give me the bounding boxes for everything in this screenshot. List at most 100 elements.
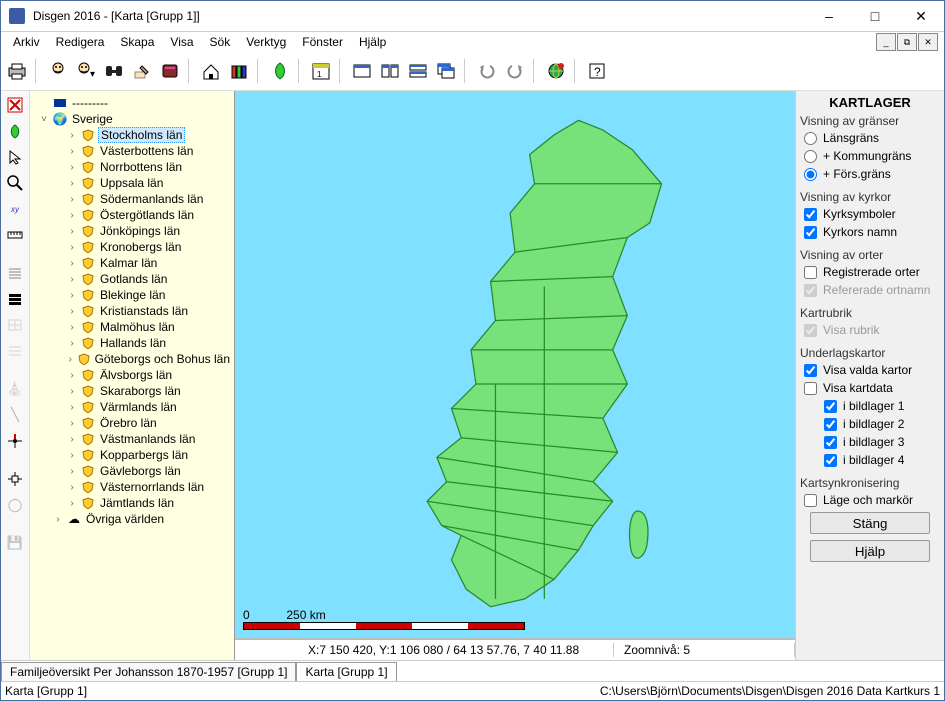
tree-county[interactable]: ›Skaraborgs län [66,383,232,399]
radio-kommungrans[interactable]: + Kommungräns [800,148,940,164]
person-add-icon[interactable]: ▾ [74,59,98,83]
rows-dark-icon[interactable] [5,289,25,309]
menu-verktyg[interactable]: Verktyg [240,33,292,51]
radio-forsgrans[interactable]: + Förs.gräns [800,166,940,182]
expand-icon[interactable]: › [66,178,78,189]
expand-icon[interactable]: › [66,306,78,317]
expand-icon[interactable]: › [66,434,78,445]
binoculars-icon[interactable] [102,59,126,83]
compass-icon[interactable] [5,431,25,451]
close-button[interactable]: ✕ [898,1,944,31]
expand-icon[interactable]: › [66,290,78,301]
tree-county[interactable]: ›Östergötlands län [66,207,232,223]
tree-sverige[interactable]: ˅ 🌍 Sverige [38,111,232,127]
expand-icon[interactable]: › [66,370,78,381]
tree-county[interactable]: ›Malmöhus län [66,319,232,335]
window-vsplit-icon[interactable] [378,59,402,83]
book-icon[interactable] [158,59,182,83]
tree-county[interactable]: ›Västerbottens län [66,143,232,159]
books-icon[interactable] [227,59,251,83]
tree-county[interactable]: ›Jämtlands län [66,495,232,511]
expand-icon[interactable]: › [66,194,78,205]
window-single-icon[interactable] [350,59,374,83]
maximize-button[interactable]: □ [852,1,898,31]
tree-county[interactable]: ›Kopparbergs län [66,447,232,463]
tree-ovriga[interactable]: › ☁ Övriga världen [38,511,232,527]
expand-icon[interactable]: › [66,354,75,365]
hjalp-button[interactable]: Hjälp [810,540,930,562]
expand-icon[interactable]: › [66,226,78,237]
window-hsplit-icon[interactable] [406,59,430,83]
tree-county[interactable]: ›Stockholms län [66,127,232,143]
check-registrerade[interactable]: Registrerade orter [800,264,940,280]
person-icon[interactable] [46,59,70,83]
tree-county[interactable]: ›Gävleborgs län [66,463,232,479]
expand-icon[interactable]: › [66,258,78,269]
map-canvas[interactable]: 0 250 km [235,91,795,638]
check-bildlager2[interactable]: i bildlager 2 [800,416,940,432]
expand-icon[interactable]: › [66,338,78,349]
undo-icon[interactable] [475,59,499,83]
check-visakartdata[interactable]: Visa kartdata [800,380,940,396]
expand-icon[interactable]: › [66,482,78,493]
save-faint-icon[interactable]: 💾 [5,533,25,553]
help-icon[interactable]: ? [585,59,609,83]
expand-icon[interactable]: › [66,466,78,477]
expand-icon[interactable]: › [66,498,78,509]
check-lageochmarkor[interactable]: Läge och markör [800,492,940,508]
tree-county[interactable]: ›Göteborgs och Bohus län [66,351,232,367]
check-bildlager3[interactable]: i bildlager 3 [800,434,940,450]
expand-icon[interactable]: › [66,130,78,141]
expand-icon[interactable]: › [66,322,78,333]
tree-county[interactable]: ›Gotlands län [66,271,232,287]
expand-icon[interactable]: › [52,514,64,525]
tree-county[interactable]: ›Kalmar län [66,255,232,271]
minimize-button[interactable]: – [806,1,852,31]
tree-county[interactable]: ›Blekinge län [66,287,232,303]
expand-icon[interactable]: › [66,418,78,429]
delete-icon[interactable] [5,95,25,115]
printer-icon[interactable] [5,59,29,83]
place-tree[interactable]: ▸ --------- ˅ 🌍 Sverige ›Stockholms län›… [30,91,235,660]
expand-icon[interactable]: › [66,386,78,397]
tree-county[interactable]: ›Örebro län [66,415,232,431]
line-faint-icon[interactable]: ╲ [5,405,25,425]
edit-icon[interactable] [130,59,154,83]
window-cascade-icon[interactable] [434,59,458,83]
pointer-icon[interactable] [5,147,25,167]
check-bildlager1[interactable]: i bildlager 1 [800,398,940,414]
circle-faint-icon[interactable]: ◯ [5,495,25,515]
tree-county[interactable]: ›Norrbottens län [66,159,232,175]
tab-karta[interactable]: Karta [Grupp 1] [296,662,396,681]
tree-county[interactable]: ›Västernorrlands län [66,479,232,495]
rows-light-icon[interactable] [5,263,25,283]
menu-hjalp[interactable]: Hjälp [353,33,392,51]
mdi-restore[interactable]: ⧉ [897,33,917,51]
xy-icon[interactable]: xy [5,199,25,219]
map-leaf-icon[interactable] [268,59,292,83]
menu-redigera[interactable]: Redigera [50,33,111,51]
check-kyrkornamn[interactable]: Kyrkors namn [800,224,940,240]
tree-county[interactable]: ›Älvsborgs län [66,367,232,383]
tab-familjeoversikt[interactable]: Familjeöversikt Per Johansson 1870-1957 … [1,662,296,681]
tree-county[interactable]: ›Södermanlands län [66,191,232,207]
menu-visa[interactable]: Visa [164,33,199,51]
tree-county[interactable]: ›Kristianstads län [66,303,232,319]
stang-button[interactable]: Stäng [810,512,930,534]
tree-county[interactable]: ›Jönköpings län [66,223,232,239]
tree-county[interactable]: ›Hallands län [66,335,232,351]
list-faint-icon[interactable] [5,341,25,361]
check-visavaldakartor[interactable]: Visa valda kartor [800,362,940,378]
expand-icon[interactable]: › [66,146,78,157]
expand-icon[interactable]: › [66,274,78,285]
collapse-icon[interactable]: ˅ [38,114,50,125]
radio-lansgrans[interactable]: Länsgräns [800,130,940,146]
tree-county[interactable]: ›Uppsala län [66,175,232,191]
menu-sok[interactable]: Sök [204,33,237,51]
leaf-icon[interactable] [5,121,25,141]
zoom-icon[interactable] [5,173,25,193]
mdi-close[interactable]: ✕ [918,33,938,51]
mdi-minimize[interactable]: _ [876,33,896,51]
calendar-icon[interactable]: 1 [309,59,333,83]
expand-icon[interactable]: › [66,162,78,173]
